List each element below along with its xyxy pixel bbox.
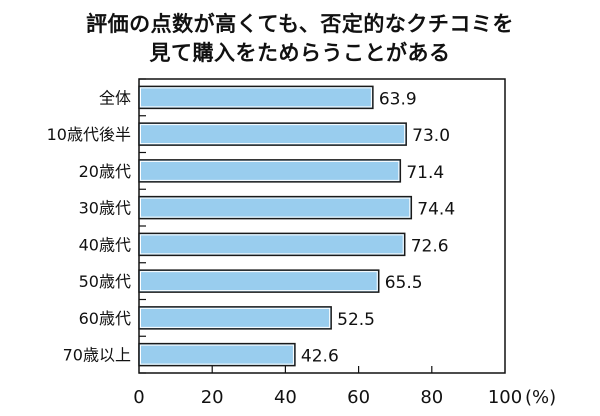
bar-highlight [140, 197, 411, 218]
bar [138, 269, 380, 293]
category-label: 50歳代 [79, 272, 131, 291]
bar [138, 159, 402, 183]
bar [138, 195, 413, 220]
x-unit-label: (%) [525, 387, 556, 408]
category-label: 60歳代 [79, 309, 131, 328]
bar-highlight [140, 344, 294, 365]
x-tick-label: 20 [201, 387, 224, 408]
x-tick-label: 40 [274, 387, 297, 408]
bar [138, 342, 296, 367]
x-tick-label: 100 [488, 387, 522, 408]
bar-highlight [140, 160, 400, 181]
value-label: 74.4 [417, 200, 455, 220]
category-label: 40歳代 [79, 235, 131, 254]
bar [138, 306, 332, 330]
category-label: 10歳代後半 [47, 125, 131, 144]
bar [138, 122, 407, 146]
bar [138, 232, 406, 257]
value-label: 52.5 [337, 310, 375, 330]
bar [138, 85, 374, 110]
value-label: 71.4 [406, 163, 444, 183]
chart-title-line-1: 評価の点数が高くても、否定的なクチコミを [86, 12, 514, 36]
category-label: 30歳代 [79, 199, 131, 218]
bar-highlight [140, 271, 378, 292]
x-tick-label: 60 [347, 387, 370, 408]
x-tick-label: 0 [133, 387, 144, 408]
bar-highlight [140, 124, 406, 145]
value-label: 73.0 [412, 126, 450, 146]
category-label: 70歳以上 [63, 346, 131, 365]
value-label: 63.9 [379, 89, 417, 109]
category-label: 20歳代 [79, 162, 131, 181]
value-label: 65.5 [385, 273, 423, 293]
value-label: 72.6 [411, 236, 449, 256]
category-label: 全体 [99, 88, 131, 107]
chart-title-line-2: 見て購入をためらうことがある [149, 41, 451, 65]
bar-highlight [140, 87, 372, 108]
x-tick-label: 80 [420, 387, 443, 408]
value-label: 42.6 [301, 347, 339, 367]
bar-highlight [140, 234, 404, 255]
bar-highlight [140, 307, 331, 328]
